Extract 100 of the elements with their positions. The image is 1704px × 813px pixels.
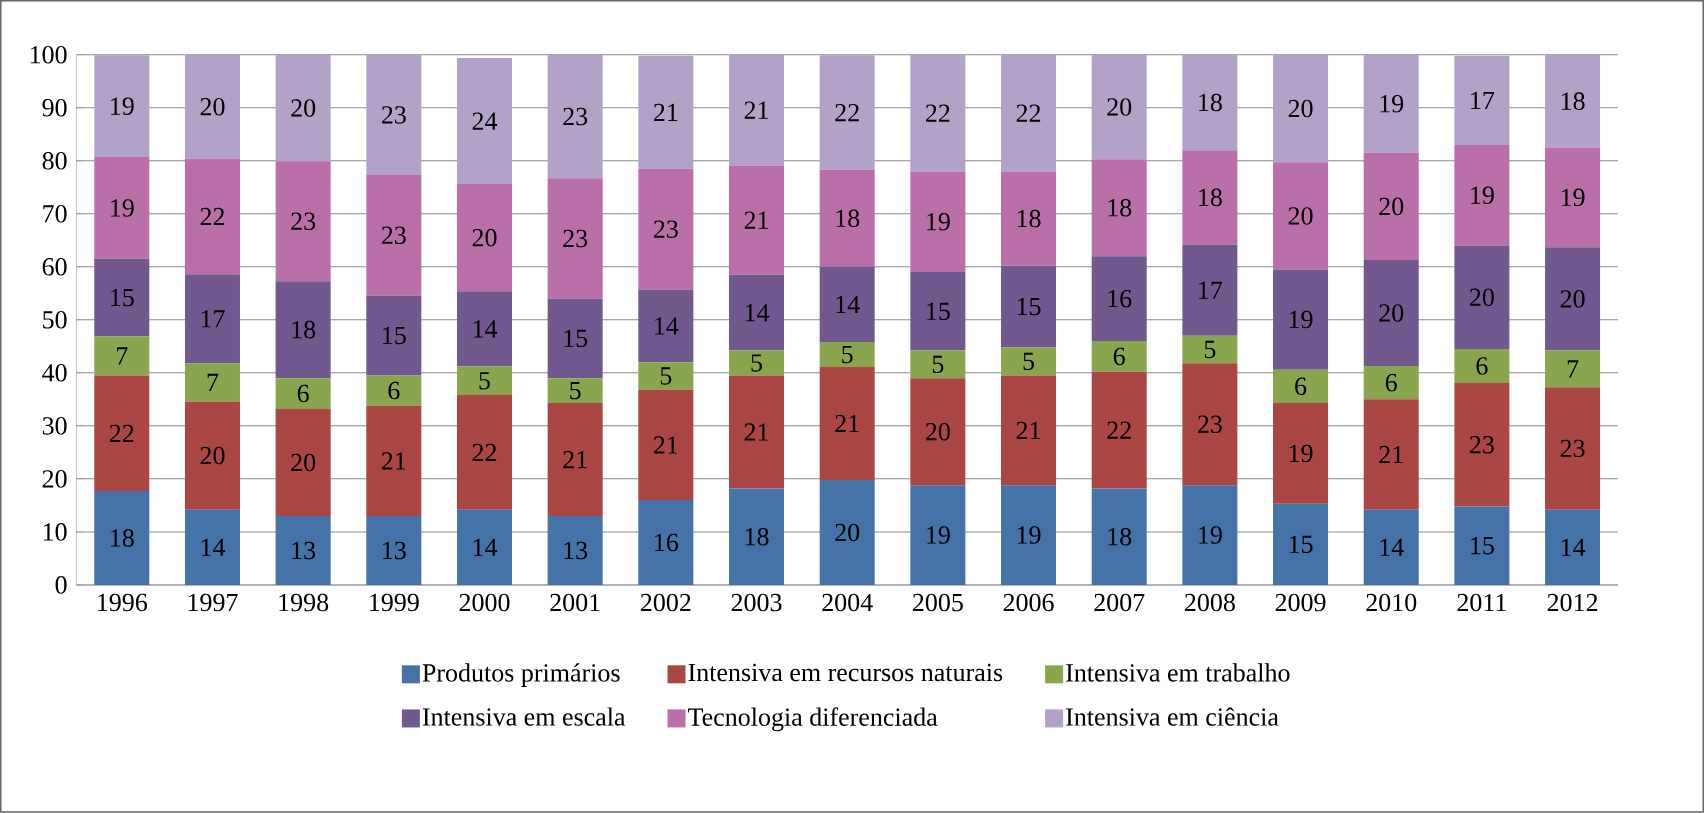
y-tick-label: 30 <box>42 417 67 435</box>
data-label: 20 <box>835 523 860 542</box>
data-label: 15 <box>383 326 406 345</box>
bar <box>1273 54 1329 163</box>
bar <box>1545 387 1601 510</box>
data-label: 20 <box>1379 197 1404 216</box>
data-label: 20 <box>1288 207 1313 225</box>
data-label: 21 <box>1379 446 1403 464</box>
bar <box>819 55 875 170</box>
data-label: 19 <box>927 526 950 544</box>
data-label: 16 <box>1108 290 1132 308</box>
bar <box>1091 341 1147 372</box>
legend-label: Intensiva em ciência <box>1066 707 1279 726</box>
data-label: 21 <box>563 451 587 469</box>
data-label: 14 <box>655 317 679 335</box>
bar <box>366 295 422 376</box>
bar <box>1545 147 1601 248</box>
bar <box>366 54 422 176</box>
bar <box>1363 54 1419 153</box>
bar <box>366 516 422 586</box>
data-label: 17 <box>1471 91 1495 110</box>
data-label: 18 <box>1017 209 1041 228</box>
bar <box>275 161 331 282</box>
data-label: 21 <box>381 452 406 470</box>
bar <box>1363 366 1419 400</box>
data-label: 14 <box>836 296 860 314</box>
data-label: 18 <box>836 209 860 228</box>
data-label: 22 <box>109 424 134 443</box>
data-label: 18 <box>1108 199 1132 217</box>
x-tick-label: 1999 <box>370 593 419 612</box>
bar <box>366 375 422 406</box>
data-label: 22 <box>835 104 859 122</box>
data-label: 21 <box>744 211 768 229</box>
data-label: 19 <box>1380 95 1404 113</box>
bar <box>910 378 966 486</box>
bar <box>1001 265 1057 348</box>
bar <box>275 54 331 162</box>
y-tick-label: 20 <box>42 470 67 488</box>
bar <box>1454 245 1510 350</box>
data-label: 22 <box>472 443 497 462</box>
bar <box>638 362 694 390</box>
bar <box>184 158 240 275</box>
bar <box>1001 347 1057 376</box>
data-label: 19 <box>1289 444 1313 463</box>
bar <box>1091 488 1147 586</box>
data-label: 21 <box>653 103 678 122</box>
x-tick-label: 2004 <box>822 593 873 612</box>
data-label: 17 <box>1199 281 1223 299</box>
x-tick-label: 2007 <box>1094 593 1145 612</box>
data-label: 21 <box>744 423 768 441</box>
data-label: 19 <box>927 213 950 231</box>
bar <box>94 336 150 376</box>
bar <box>1273 162 1329 270</box>
bar <box>819 367 875 481</box>
bar <box>1273 503 1329 586</box>
bar <box>1545 350 1601 388</box>
bar <box>1363 152 1419 261</box>
bar <box>1454 383 1510 507</box>
bar <box>275 516 331 586</box>
data-label: 18 <box>1199 93 1222 112</box>
data-label: 23 <box>291 212 316 231</box>
data-label: 23 <box>563 229 588 248</box>
bar <box>1182 335 1238 364</box>
data-label: 20 <box>200 446 225 465</box>
x-tick-label: 1996 <box>98 593 148 612</box>
data-label: 15 <box>564 329 588 348</box>
data-label: 15 <box>111 288 134 307</box>
data-label: 18 <box>111 529 134 547</box>
bar <box>275 378 331 410</box>
data-label: 22 <box>925 104 950 122</box>
bar <box>366 405 422 517</box>
bar <box>456 395 512 510</box>
data-label: 14 <box>1561 538 1586 556</box>
data-label: 23 <box>563 107 588 126</box>
legend-label: Intensiva em trabalho <box>1066 663 1290 682</box>
bar <box>94 259 150 337</box>
bar <box>456 366 512 396</box>
bar <box>456 291 512 367</box>
data-label: 5 <box>751 354 762 372</box>
data-label: 14 <box>745 304 770 322</box>
bar <box>1182 363 1238 486</box>
bar <box>819 342 875 368</box>
data-label: 14 <box>473 538 498 556</box>
legend-label: Intensiva em recursos naturais <box>688 663 1003 682</box>
y-tick-label: 40 <box>42 364 67 382</box>
data-label: 17 <box>201 310 225 328</box>
data-label: 21 <box>835 415 859 433</box>
data-label: 23 <box>1560 439 1585 458</box>
data-label: 21 <box>744 101 768 119</box>
data-label: 5 <box>932 355 944 374</box>
data-label: 14 <box>201 538 226 556</box>
data-label: 20 <box>925 423 950 441</box>
bar <box>910 350 966 379</box>
data-label: 15 <box>1471 537 1494 555</box>
bar <box>184 274 240 364</box>
data-label: 6 <box>1295 377 1307 396</box>
bar <box>1454 506 1510 586</box>
x-tick-label: 1997 <box>188 593 238 612</box>
x-tick-label: 2011 <box>1457 593 1506 612</box>
bar <box>910 171 966 273</box>
